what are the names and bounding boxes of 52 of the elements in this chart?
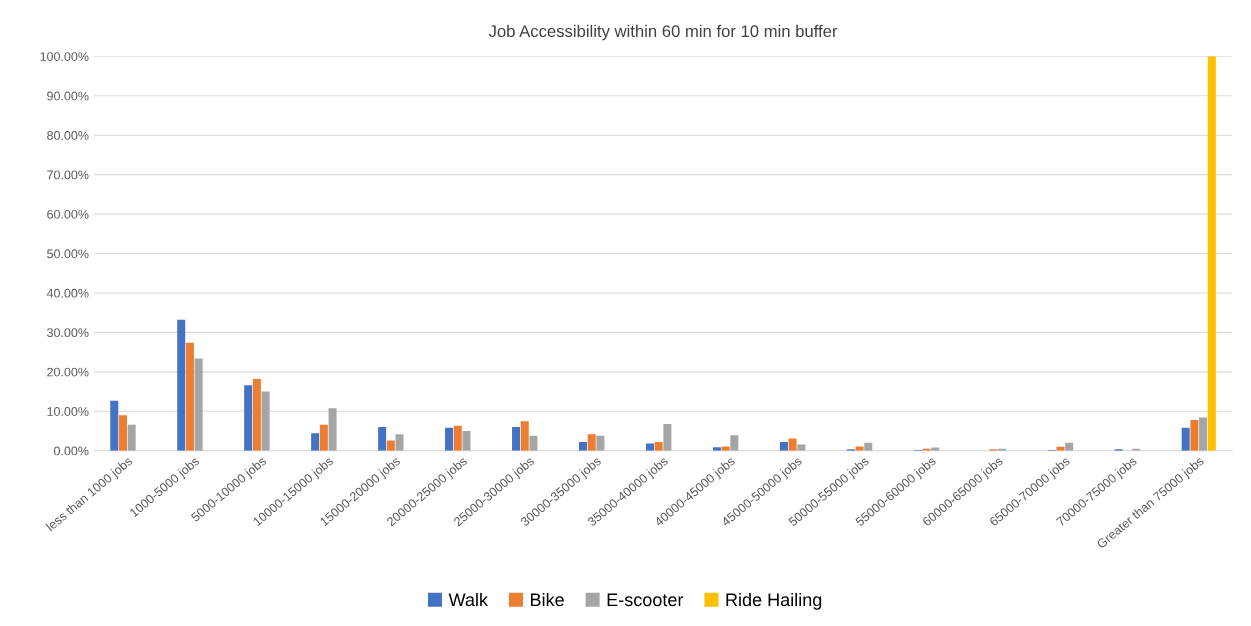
y-tick-label: 0.00% (54, 446, 89, 456)
bar (1190, 419, 1199, 451)
y-tick-label: 70.00% (47, 170, 89, 180)
legend-label: Bike (531, 592, 564, 607)
bar (779, 442, 788, 451)
bar (386, 440, 395, 451)
bar (127, 424, 136, 451)
chart-title: Job Accessibility within 60 min for 10 min buffer (488, 24, 838, 41)
bar (445, 427, 454, 451)
bar (512, 427, 521, 451)
bar (244, 385, 253, 451)
bar (587, 434, 596, 451)
y-tick-label: 40.00% (46, 288, 89, 298)
bar (730, 435, 739, 451)
bar (579, 442, 588, 451)
legend-label: Walk (448, 592, 489, 607)
bar (328, 408, 337, 451)
y-tick-label: 50.00% (47, 249, 89, 259)
legend-label: Ride Hailing (726, 592, 822, 610)
bar (855, 446, 864, 451)
y-tick-label: 80.00% (47, 131, 89, 140)
bar (462, 431, 471, 451)
y-tick-label: 10.00% (47, 407, 89, 416)
bar (252, 378, 261, 451)
bar (663, 423, 672, 451)
legend-label: E-scooter (607, 593, 684, 607)
bar (520, 421, 529, 451)
y-tick-label: 100.00% (40, 52, 89, 61)
bar (797, 444, 806, 451)
bar (1199, 417, 1208, 451)
y-tick-label: 20.00% (47, 367, 89, 377)
bar (311, 433, 320, 451)
y-tick-label: 60.00% (47, 209, 89, 219)
bar (1207, 56, 1216, 451)
bar (110, 400, 119, 451)
bar (788, 438, 797, 451)
y-tick-label: 30.00% (47, 328, 89, 338)
bar (261, 391, 270, 451)
bar (194, 358, 203, 451)
bar (721, 446, 730, 451)
bar (453, 425, 462, 451)
bar (654, 442, 663, 451)
bar (185, 342, 194, 451)
bar (319, 424, 328, 451)
bar (177, 319, 186, 451)
bar (1181, 427, 1190, 451)
bar (378, 427, 387, 451)
y-tick-label: 90.00% (47, 91, 89, 101)
bar (596, 435, 605, 451)
bar (529, 435, 538, 451)
bar (118, 415, 127, 451)
bar (395, 434, 404, 451)
